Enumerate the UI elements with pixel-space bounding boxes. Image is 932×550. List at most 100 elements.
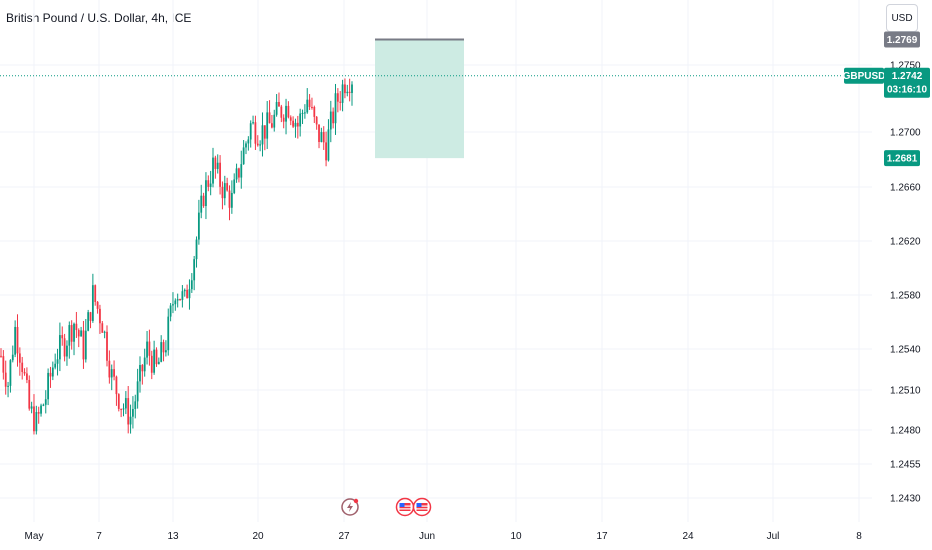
candle-body bbox=[70, 325, 73, 342]
candle-body bbox=[306, 99, 309, 113]
candle-body bbox=[54, 363, 57, 368]
x-tick-label: 20 bbox=[252, 531, 264, 542]
candle-body bbox=[89, 312, 92, 321]
candle-body bbox=[113, 369, 115, 377]
target-price-tag bbox=[884, 31, 920, 48]
candle-body bbox=[263, 125, 266, 139]
candle-body bbox=[16, 326, 19, 354]
candle-body bbox=[108, 360, 111, 378]
candle-body bbox=[207, 180, 210, 187]
candle-body bbox=[2, 356, 5, 373]
candle-body bbox=[202, 195, 205, 207]
y-tick-label: 1.2455 bbox=[890, 460, 921, 471]
candle-body bbox=[332, 111, 335, 124]
candle-body bbox=[303, 112, 306, 114]
lightning-icon[interactable] bbox=[341, 498, 359, 516]
candle-body bbox=[63, 338, 66, 357]
candle-body bbox=[9, 360, 12, 386]
candle-body bbox=[205, 180, 207, 207]
candle-body bbox=[58, 335, 61, 360]
candle-body bbox=[11, 354, 14, 361]
position-target-zone[interactable] bbox=[375, 39, 464, 159]
candle-body bbox=[141, 365, 144, 372]
candle-body bbox=[103, 331, 106, 333]
candle-body bbox=[176, 299, 179, 301]
candle-body bbox=[172, 304, 174, 306]
candle-body bbox=[106, 331, 108, 361]
candle-body bbox=[311, 106, 313, 108]
countdown-value: 03:16:10 bbox=[887, 85, 927, 96]
x-tick-label: 7 bbox=[96, 531, 102, 542]
candle-body bbox=[209, 183, 212, 187]
candle-body bbox=[155, 349, 158, 365]
event-icons[interactable] bbox=[341, 497, 432, 517]
candle-body bbox=[329, 111, 332, 130]
us-flag-icon[interactable] bbox=[412, 497, 432, 517]
candle-body bbox=[77, 330, 80, 337]
candle-body bbox=[14, 326, 17, 355]
flag-icon-stripe bbox=[399, 508, 411, 510]
time-axis: May 7 13 20 27 Jun 10 17 24 Jul 8 bbox=[25, 531, 863, 542]
candle-body bbox=[228, 190, 231, 208]
candle-body bbox=[68, 325, 71, 346]
candle-body bbox=[129, 416, 132, 425]
candle-body bbox=[289, 117, 292, 121]
candle-body bbox=[44, 399, 47, 405]
candle-body bbox=[84, 330, 87, 360]
candle-body bbox=[325, 142, 327, 161]
candle-body bbox=[188, 289, 191, 299]
candle-body bbox=[82, 330, 85, 360]
candle-body bbox=[96, 301, 99, 309]
candle-body bbox=[280, 106, 283, 118]
y-tick-label: 1.2540 bbox=[890, 345, 921, 356]
candle-body bbox=[80, 330, 82, 337]
candle-body bbox=[134, 401, 137, 409]
candle-body bbox=[315, 116, 318, 125]
candle-body bbox=[162, 342, 165, 353]
candle-body bbox=[150, 355, 153, 373]
candle-body bbox=[261, 125, 264, 145]
candle-body bbox=[23, 372, 26, 374]
candle-body bbox=[327, 129, 330, 161]
grid bbox=[0, 0, 872, 522]
candle-body bbox=[195, 239, 198, 260]
candle-body bbox=[186, 289, 189, 299]
candle-body bbox=[336, 93, 339, 102]
x-tick-label: 13 bbox=[167, 531, 179, 542]
candle-body bbox=[35, 412, 38, 432]
candle-body bbox=[21, 362, 24, 373]
candle-body bbox=[127, 398, 130, 425]
candle-body bbox=[292, 120, 295, 127]
x-tick-label: 24 bbox=[682, 531, 694, 542]
candle-body bbox=[256, 143, 259, 146]
candle-body bbox=[115, 376, 118, 395]
candle-body bbox=[49, 372, 52, 377]
candle-body bbox=[242, 147, 245, 165]
candle-body bbox=[0, 355, 2, 357]
candle-body bbox=[296, 122, 299, 127]
candle-body bbox=[268, 112, 271, 124]
y-tick-label: 1.2700 bbox=[890, 128, 921, 139]
candle-body bbox=[221, 186, 224, 199]
candle-body bbox=[183, 289, 186, 292]
x-tick-label: 17 bbox=[596, 531, 608, 542]
candle-body bbox=[18, 353, 21, 363]
y-tick-label: 1.2430 bbox=[890, 494, 921, 505]
candle-body bbox=[351, 84, 353, 94]
candle-body bbox=[282, 117, 285, 122]
candle-body bbox=[160, 342, 163, 362]
candle-body bbox=[299, 113, 302, 127]
candle-body bbox=[287, 105, 290, 118]
flag-icon-stripe bbox=[416, 505, 428, 507]
candle-body bbox=[33, 406, 35, 432]
candle-body bbox=[273, 114, 276, 128]
candle-body bbox=[56, 359, 59, 364]
us-flag-icon[interactable] bbox=[395, 497, 415, 517]
candle-body bbox=[120, 408, 123, 410]
candle-body bbox=[28, 379, 31, 409]
candle-body bbox=[164, 350, 167, 353]
currency-button[interactable]: USD bbox=[886, 4, 918, 32]
candle-body bbox=[94, 285, 97, 302]
candle-body bbox=[99, 308, 101, 324]
